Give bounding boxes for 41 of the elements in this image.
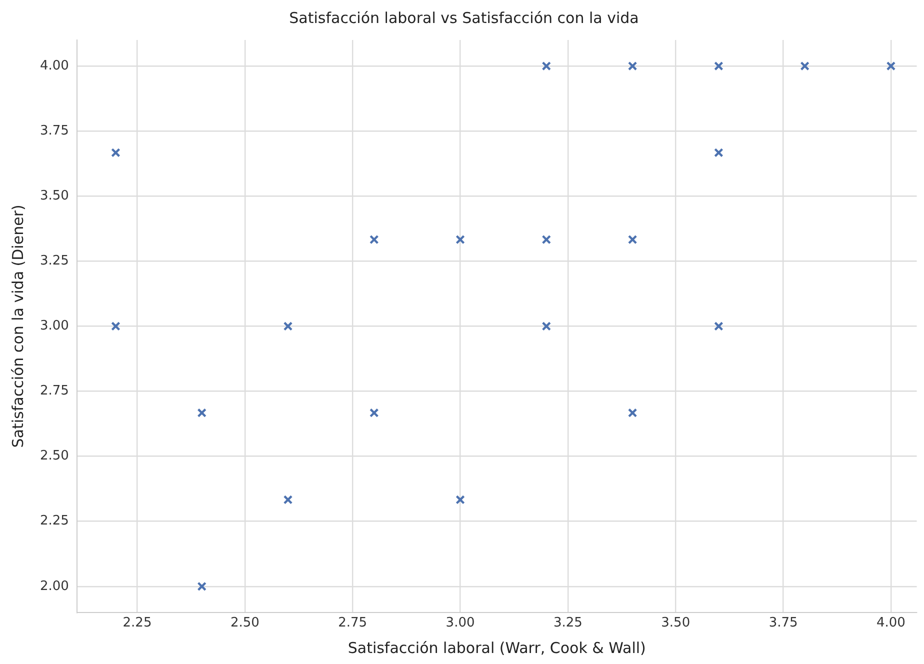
point	[197, 582, 206, 592]
point	[542, 61, 552, 71]
x-tick-label: 2.75	[338, 616, 368, 631]
point	[111, 322, 120, 331]
x-tick-label: 3.00	[446, 616, 475, 631]
y-tick-label: 2.00	[40, 578, 69, 594]
point	[542, 322, 552, 331]
point	[628, 408, 638, 418]
chart-title: Satisfacción laboral vs Satisfacción con la vida	[289, 8, 639, 27]
y-tick-label: 3.00	[40, 318, 69, 334]
point	[800, 61, 810, 71]
point	[283, 495, 293, 504]
y-tick-label: 3.50	[40, 188, 69, 204]
x-tick-label: 2.50	[230, 616, 260, 631]
x-tick-label: 2.25	[122, 616, 152, 631]
y-tick-label: 2.25	[40, 514, 69, 529]
x-tick-label: 4.00	[876, 616, 906, 631]
point	[542, 234, 552, 244]
point	[714, 148, 724, 158]
point	[369, 234, 379, 244]
point	[456, 495, 465, 504]
point	[628, 234, 638, 244]
point	[456, 234, 465, 244]
x-axis-title: Satisfacción laboral (Warr, Cook & Wall)	[348, 638, 646, 657]
x-tick-label: 3.75	[768, 616, 798, 631]
x-tick-label: 3.25	[553, 616, 582, 631]
point	[369, 408, 379, 418]
point	[886, 61, 896, 71]
point	[283, 322, 293, 331]
point	[111, 148, 120, 158]
point	[628, 61, 638, 71]
point	[197, 408, 206, 418]
point	[714, 322, 724, 331]
y-tick-label: 2.75	[40, 384, 69, 399]
y-axis-title: Satisfacción con la vida (Diener)	[8, 204, 27, 448]
y-tick-label: 2.50	[40, 448, 69, 464]
x-tick-label: 3.50	[661, 616, 690, 631]
y-tick-label: 3.25	[40, 254, 69, 269]
y-tick-label: 4.00	[40, 58, 69, 74]
y-tick-label: 3.75	[40, 123, 69, 138]
point	[714, 61, 724, 71]
